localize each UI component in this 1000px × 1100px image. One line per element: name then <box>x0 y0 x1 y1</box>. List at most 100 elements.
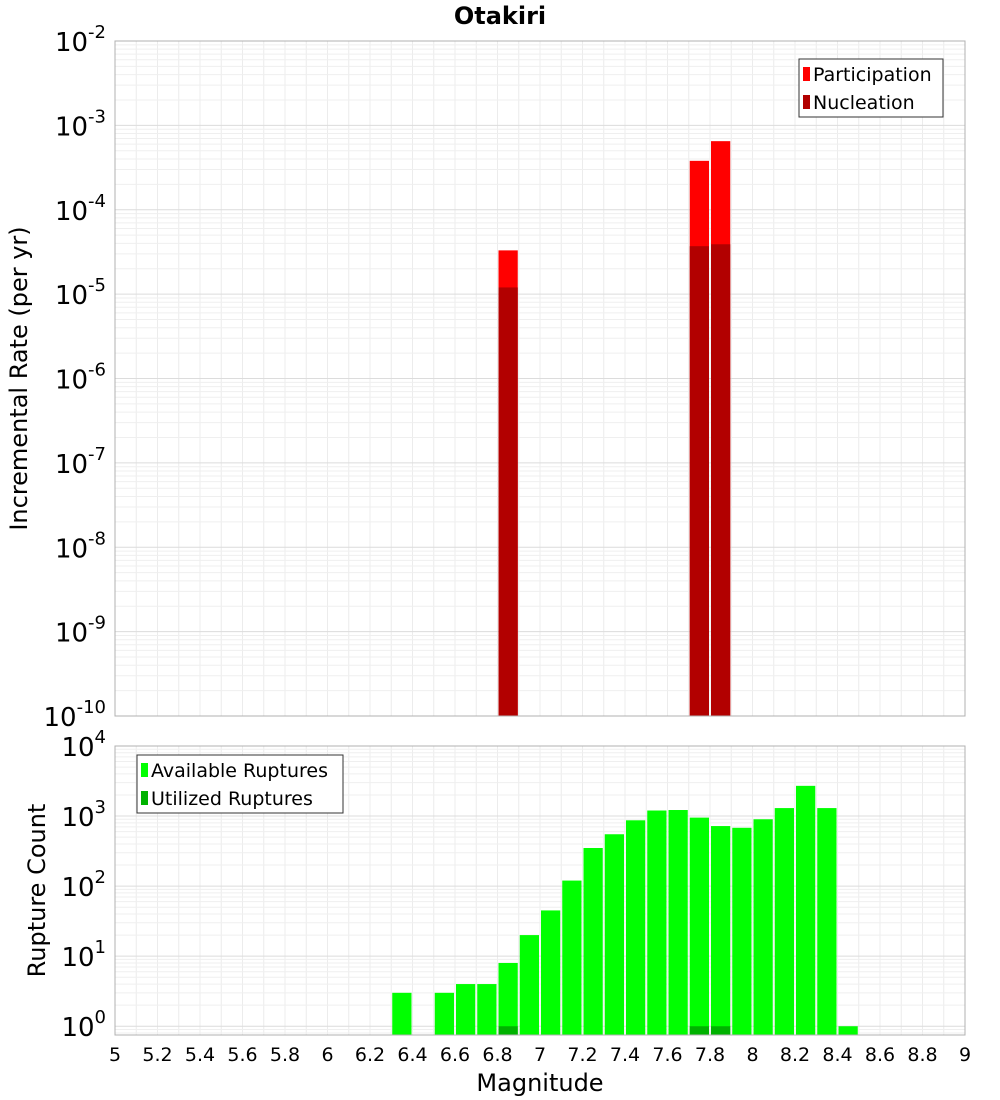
y-tick-base: 10 <box>61 873 94 903</box>
y-axis-label: Incremental Rate (per yr) <box>5 226 33 530</box>
y-tick-base: 10 <box>61 1013 94 1043</box>
series-nucleation <box>498 244 731 717</box>
y-tick-base: 10 <box>55 619 88 649</box>
legend-box <box>798 58 944 118</box>
y-tick-label: 103 <box>61 797 106 833</box>
bar <box>519 935 539 1035</box>
y-tick-label: 10-9 <box>55 613 106 649</box>
x-tick-label: 8.2 <box>780 1044 810 1066</box>
y-tick-exponent: 1 <box>95 937 106 958</box>
y-tick-label: 10-10 <box>44 697 107 733</box>
series-available-ruptures <box>392 785 858 1035</box>
bar <box>689 817 709 1035</box>
plot-border <box>114 40 966 717</box>
legend-swatch <box>803 67 810 81</box>
y-tick-base: 10 <box>55 534 88 564</box>
y-axis-label: Rupture Count <box>23 804 51 978</box>
bar <box>753 819 773 1035</box>
x-tick-label: 6.6 <box>440 1044 470 1066</box>
x-tick-label: 8.4 <box>822 1044 852 1066</box>
x-tick-label: 5.6 <box>227 1044 257 1066</box>
x-tick-label: 8.8 <box>907 1044 937 1066</box>
y-tick-base: 10 <box>55 366 88 396</box>
x-tick-label: 5 <box>109 1044 121 1066</box>
y-tick-base: 10 <box>55 112 88 142</box>
legend-swatch <box>141 763 148 777</box>
y-tick-base: 10 <box>61 943 94 973</box>
y-tick-base: 10 <box>61 803 94 833</box>
y-tick-exponent: -8 <box>88 528 106 549</box>
bar <box>689 1026 709 1035</box>
bar <box>604 834 624 1035</box>
y-tick-label: 10-6 <box>55 360 106 396</box>
y-tick-label: 102 <box>61 867 106 903</box>
x-tick-label: 5.8 <box>270 1044 300 1066</box>
grid <box>114 41 966 717</box>
y-tick-label: 10-3 <box>55 106 106 142</box>
x-tick-label: 9 <box>959 1044 971 1066</box>
y-tick-exponent: -9 <box>88 613 106 634</box>
legend: Available Ruptures Utilized Ruptures <box>136 754 344 814</box>
y-tick-label: 10-2 <box>55 22 106 58</box>
x-tick-label: 5.2 <box>142 1044 172 1066</box>
bar <box>774 808 794 1035</box>
y-tick-label: 104 <box>61 727 106 763</box>
y-tick-exponent: 2 <box>95 867 106 888</box>
x-tick-label: 7.6 <box>652 1044 682 1066</box>
bar <box>562 880 582 1035</box>
legend-label: Available Ruptures <box>151 760 328 782</box>
y-tick-label: 10-8 <box>55 528 106 564</box>
x-tick-label: 6 <box>321 1044 333 1066</box>
x-tick-label: 8 <box>746 1044 758 1066</box>
x-tick-label: 6.8 <box>482 1044 512 1066</box>
y-tick-exponent: -2 <box>88 22 106 43</box>
bar <box>477 984 497 1035</box>
y-tick-base: 10 <box>55 450 88 480</box>
x-tick-label: 8.6 <box>865 1044 895 1066</box>
bar <box>838 1026 858 1035</box>
bar <box>583 848 603 1035</box>
x-axis-label: Magnitude <box>476 1069 603 1097</box>
y-tick-exponent: 3 <box>95 797 106 818</box>
bar <box>689 246 709 716</box>
legend-label: Utilized Ruptures <box>151 788 313 810</box>
y-tick-label: 10-7 <box>55 444 106 480</box>
bar <box>434 992 454 1035</box>
y-tick-label: 101 <box>61 937 106 973</box>
series-utilized-ruptures <box>498 1026 731 1035</box>
chart-title: Otakiri <box>454 2 546 30</box>
x-tick-label: 5.4 <box>185 1044 215 1066</box>
bars <box>392 785 858 1035</box>
plot-border <box>114 745 966 1036</box>
bar <box>498 1026 518 1035</box>
y-tick-base: 10 <box>61 733 94 763</box>
x-tick-label: 7.2 <box>567 1044 597 1066</box>
bar <box>541 910 561 1035</box>
y-tick-exponent: -5 <box>88 275 106 296</box>
y-tick-base: 10 <box>55 28 88 58</box>
legend-box <box>136 754 344 814</box>
y-tick-base: 10 <box>55 281 88 311</box>
legend-swatch <box>803 95 810 109</box>
y-tick-exponent: -7 <box>88 444 106 465</box>
y-tick-label: 100 <box>61 1007 106 1043</box>
x-tick-label: 6.2 <box>355 1044 385 1066</box>
bar <box>711 826 731 1035</box>
x-tick-label: 7.8 <box>695 1044 725 1066</box>
bar <box>626 820 646 1035</box>
legend: Participation Nucleation <box>798 58 944 118</box>
bar <box>817 808 837 1035</box>
y-tick-label: 10-4 <box>55 191 106 227</box>
y-tick-label: 10-5 <box>55 275 106 311</box>
bar <box>796 785 816 1035</box>
legend-label: Nucleation <box>813 92 915 114</box>
y-tick-exponent: -4 <box>88 191 106 212</box>
legend-label: Participation <box>813 64 932 86</box>
y-tick-exponent: -6 <box>88 360 106 381</box>
bar <box>732 827 752 1035</box>
bar <box>668 810 688 1035</box>
